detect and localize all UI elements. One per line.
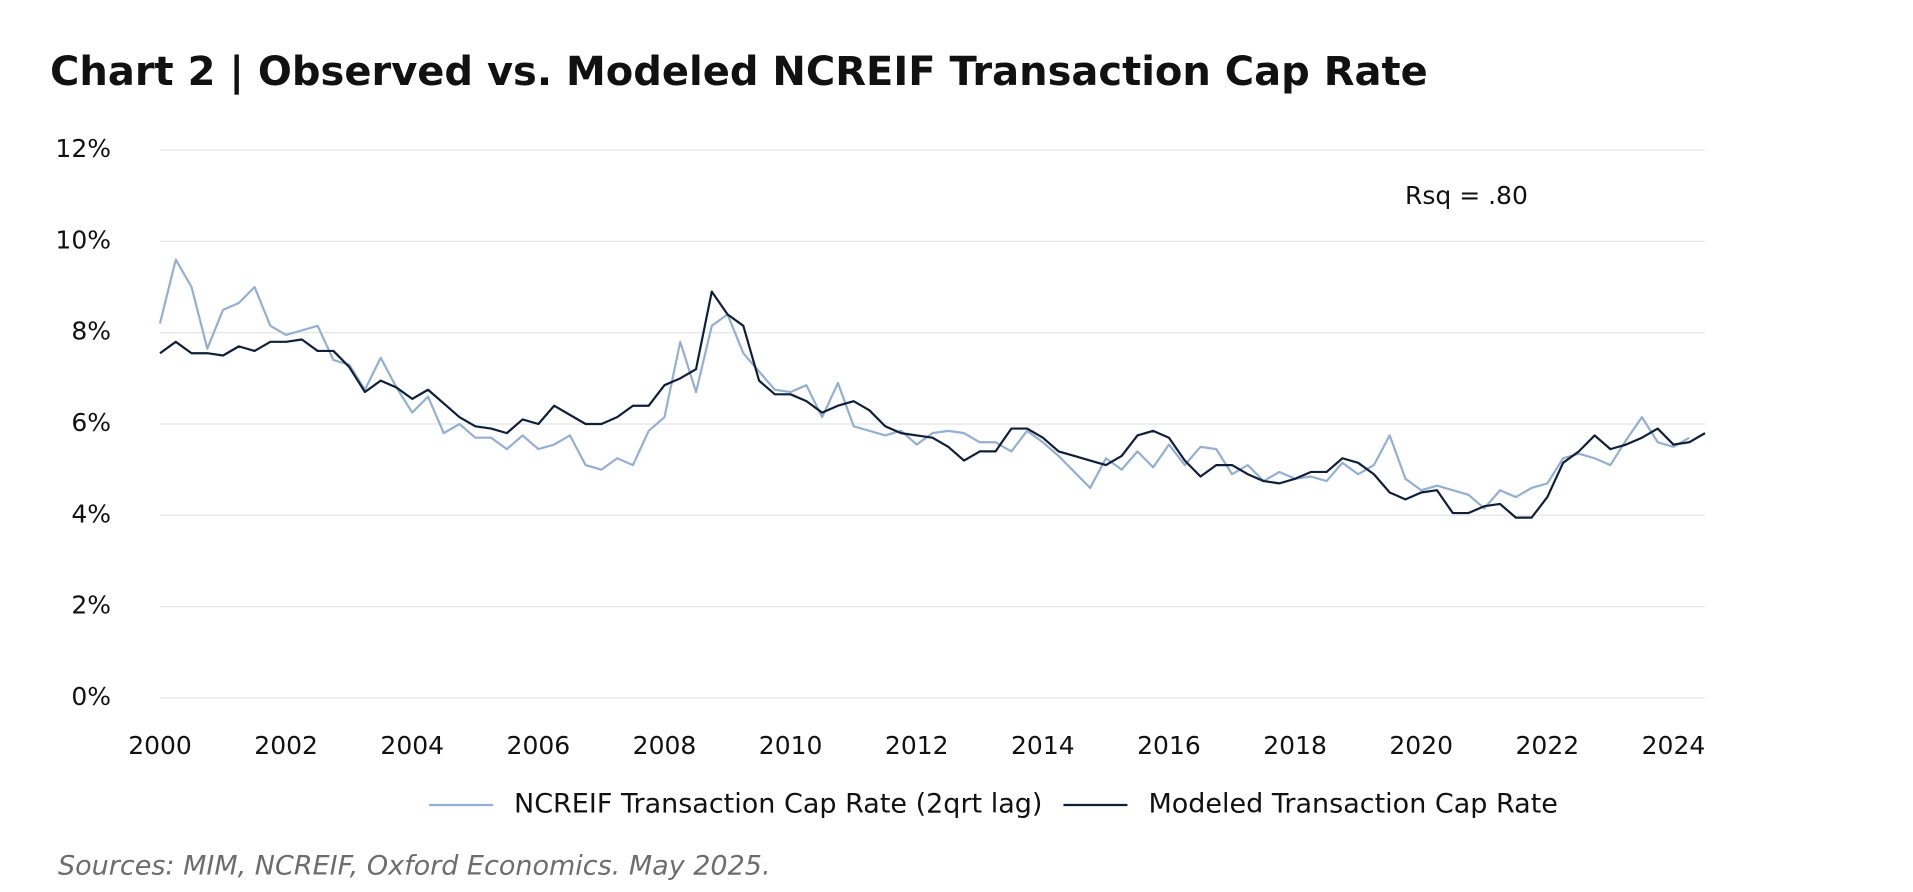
chart-title: Chart 2 | Observed vs. Modeled NCREIF Tr… — [50, 49, 1428, 96]
x-tick-label: 2016 — [1137, 731, 1201, 760]
series-line — [158, 258, 1690, 510]
x-tick-label: 2010 — [759, 731, 823, 760]
x-tick-label: 2002 — [254, 731, 318, 760]
x-tick-label: 2020 — [1389, 731, 1453, 760]
x-tick-label: 2024 — [1642, 731, 1706, 760]
annotation: Rsq = .80 — [1405, 181, 1528, 210]
y-tick-label: 4% — [71, 499, 111, 528]
legend-label: NCREIF Transaction Cap Rate (2qrt lag) — [514, 789, 1042, 820]
x-tick-label: 2018 — [1263, 731, 1327, 760]
legend-label: Modeled Transaction Cap Rate — [1148, 789, 1557, 820]
y-tick-label: 0% — [71, 682, 111, 711]
y-tick-label: 8% — [71, 317, 111, 346]
y-tick-label: 6% — [71, 408, 111, 437]
x-tick-label: 2014 — [1011, 731, 1075, 760]
x-tick-label: 2004 — [380, 731, 444, 760]
x-tick-label: 2000 — [128, 731, 192, 760]
y-tick-label: 10% — [55, 225, 111, 254]
x-tick-label: 2008 — [633, 731, 697, 760]
series-line — [159, 290, 1706, 519]
x-tick-label: 2022 — [1516, 731, 1580, 760]
source-note: Sources: MIM, NCREIF, Oxford Economics. … — [58, 851, 771, 882]
y-tick-label: 12% — [55, 134, 111, 163]
x-tick-label: 2012 — [885, 731, 949, 760]
x-tick-label: 2006 — [507, 731, 571, 760]
y-tick-label: 2% — [71, 591, 111, 620]
